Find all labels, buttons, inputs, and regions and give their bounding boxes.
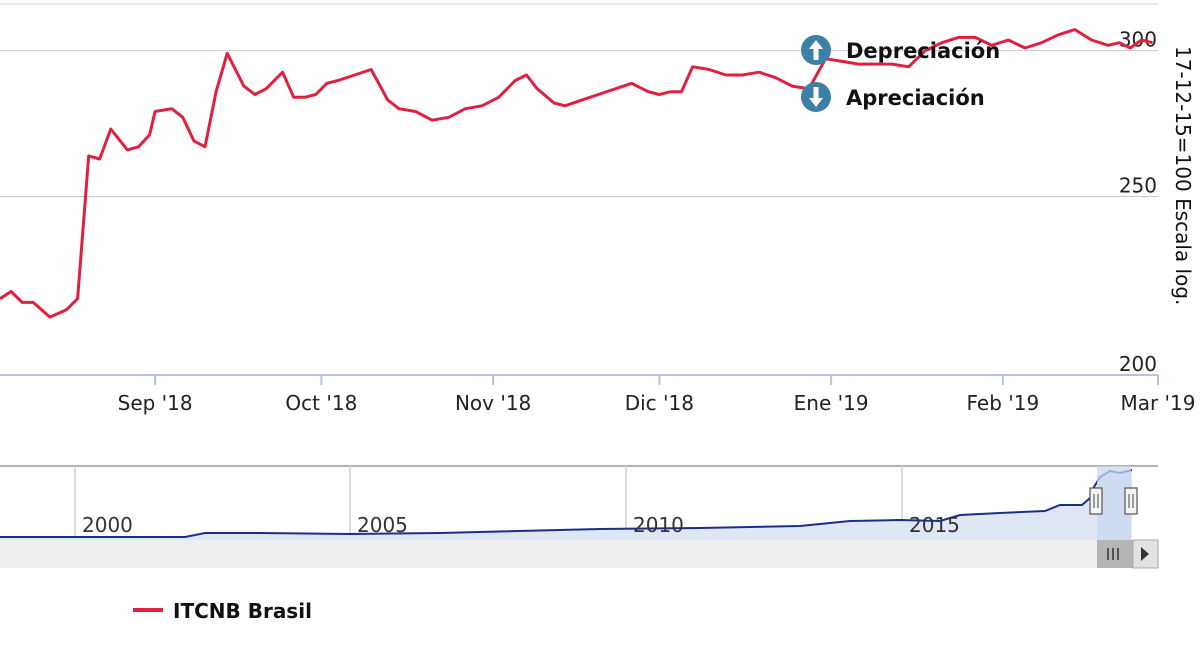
navigator-year-label: 2000 — [82, 513, 133, 537]
x-tick-label: Dic '18 — [625, 391, 694, 415]
y-tick-label: 250 — [1119, 173, 1157, 197]
y-tick-label: 300 — [1119, 28, 1157, 52]
x-tick-label: Sep '18 — [118, 391, 193, 415]
scrollbar-track[interactable] — [0, 540, 1158, 568]
scrollbar-thumb[interactable] — [1097, 540, 1133, 568]
navigator-area — [0, 470, 1132, 540]
chevron-right-icon — [1141, 547, 1149, 561]
y-axis-labels: 200 250 300 — [1119, 28, 1157, 376]
y-axis-label: 17-12-15=100 Escala log. — [1171, 46, 1195, 305]
navigator-year-label: 2015 — [909, 513, 960, 537]
series-layer — [0, 28, 1153, 319]
main-plot-area: Sep '18 Oct '18 Nov '18 Dic '18 Ene '19 Feb '… — [0, 3, 1196, 415]
x-tick-label: Feb '19 — [967, 391, 1040, 415]
x-tick-label: Mar '19 — [1120, 391, 1195, 415]
depreciation-label: Depreciación — [846, 39, 1000, 63]
x-tick-label: Ene '19 — [794, 391, 869, 415]
series-line-0 — [0, 28, 1153, 319]
navigator-line — [0, 469, 1133, 538]
depreciation-legend[interactable]: Depreciación — [801, 35, 1000, 65]
appreciation-label: Apreciación — [846, 86, 985, 110]
navigator-year-label: 2005 — [357, 513, 408, 537]
navigator-right-handle[interactable] — [1124, 487, 1138, 515]
navigator-left-handle[interactable] — [1089, 487, 1103, 515]
series-legend-label: ITCNB Brasil — [173, 599, 312, 623]
navigator-year-labels: 2000 2005 2010 2015 — [82, 513, 960, 537]
x-tick-label: Nov '18 — [455, 391, 531, 415]
y-gridlines — [0, 50, 1158, 197]
x-tick-label: Oct '18 — [285, 391, 357, 415]
y-tick-label: 200 — [1119, 352, 1157, 376]
series-legend[interactable]: ITCNB Brasil — [133, 599, 312, 623]
navigator-year-label: 2010 — [633, 513, 684, 537]
top-legend: Depreciación Apreciación — [801, 35, 1000, 112]
appreciation-legend[interactable]: Apreciación — [801, 82, 985, 112]
navigator: 2000 2005 2010 2015 — [0, 465, 1159, 569]
x-axis-ticks: Sep '18 Oct '18 Nov '18 Dic '18 Ene '19 Feb '… — [118, 375, 1196, 415]
